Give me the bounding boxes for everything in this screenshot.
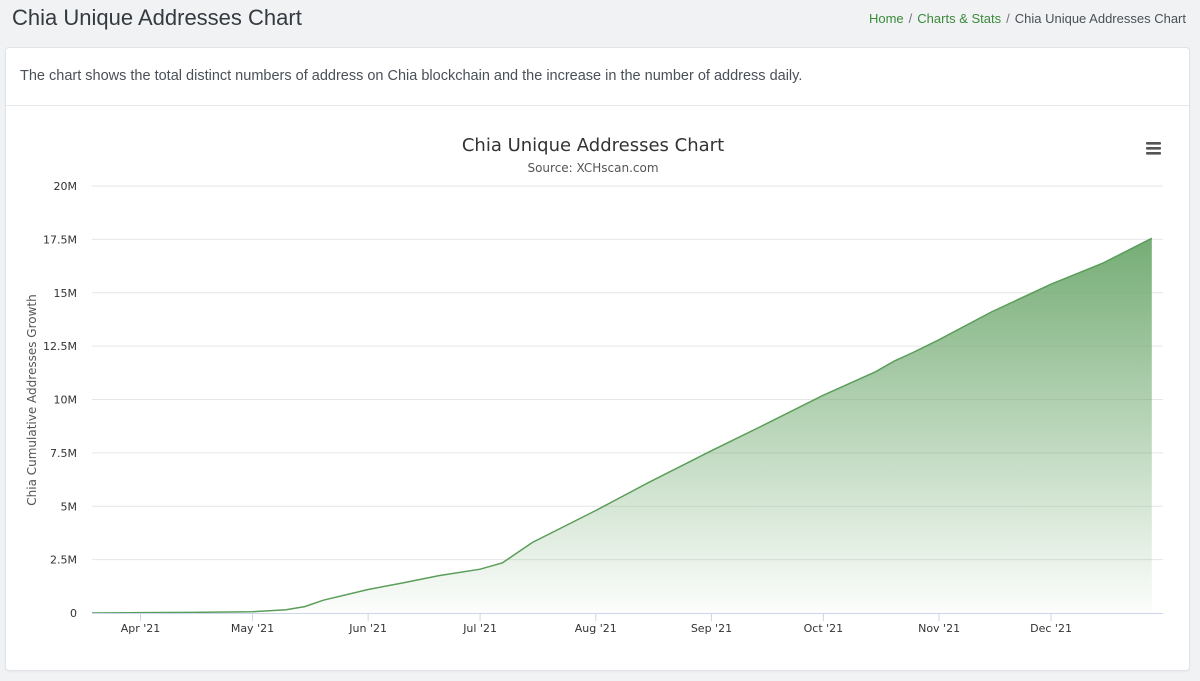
x-tick-label: Dec '21 [1030,622,1072,635]
chart-subtitle: Source: XCHscan.com [527,161,658,175]
x-tick-label: Apr '21 [121,622,161,635]
y-tick-label: 5M [61,500,78,513]
axis-layer: 0 2.5M 5M 7.5M 10M 12.5M 15M 17.5M 20M Apr '21 May… [43,180,1163,635]
page-header: Chia Unique Addresses Chart Home / Charts … [0,0,1200,40]
series-line [91,237,1153,614]
y-axis-label: Chia Cumulative Addresses Growth [25,294,39,505]
breadcrumb-current: Chia Unique Addresses Chart [1014,11,1186,26]
x-tick-label: Jul '21 [462,622,497,635]
breadcrumb-separator: / [1006,11,1010,26]
x-tick-label: Oct '21 [804,622,844,635]
chart-description: The chart shows the total distinct numbe… [20,68,803,84]
page-title: Chia Unique Addresses Chart [12,5,302,30]
area-fill [92,238,1152,614]
y-tick-label: 12.5M [43,340,77,353]
x-tick-label: May '21 [231,622,274,635]
x-tick-label: Nov '21 [918,622,960,635]
y-tick-label: 10M [54,394,78,407]
y-tick-label: 0 [70,607,77,620]
chart-title: Chia Unique Addresses Chart [462,135,724,156]
card-divider [6,105,1189,106]
breadcrumb-charts-link[interactable]: Charts & Stats [917,11,1002,26]
area-layer [91,237,1153,614]
y-tick-label: 20M [54,180,78,193]
x-tick-label: Aug '21 [575,622,617,635]
hamburger-menu-icon[interactable] [1142,138,1166,160]
y-tick-label: 17.5M [43,233,77,246]
breadcrumb: Home / Charts & Stats / Chia Unique Addresse… [869,11,1186,26]
breadcrumb-home-link[interactable]: Home [868,11,904,26]
x-tick-label: Jun '21 [348,622,387,635]
x-tick-label: Sep '21 [691,622,732,635]
y-tick-label: 7.5M [50,447,77,460]
breadcrumb-separator: / [908,11,913,26]
y-tick-label: 15M [54,287,78,300]
y-tick-label: 2.5M [50,554,77,567]
